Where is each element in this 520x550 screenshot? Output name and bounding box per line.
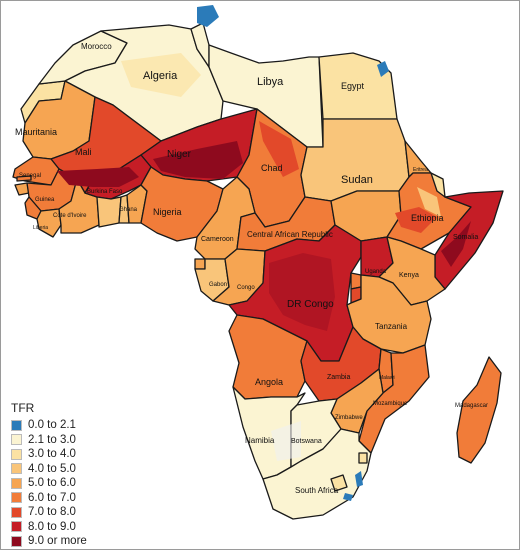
legend-item: 7.0 to 8.0 — [11, 505, 87, 520]
label-mauritania: Mauritania — [15, 127, 57, 137]
country-swaziland — [358, 452, 368, 464]
legend-item: 0.0 to 2.1 — [11, 418, 87, 433]
label-namibia: Namibia — [245, 436, 275, 445]
label-cote-divoire: Cote d'Ivoire — [53, 213, 87, 219]
country-ghana — [96, 196, 122, 228]
legend-swatch — [11, 535, 22, 547]
country-madagascar — [456, 356, 502, 464]
legend-item: 2.1 to 3.0 — [11, 433, 87, 448]
legend-label: 0.0 to 2.1 — [28, 419, 76, 432]
legend-swatch — [11, 521, 22, 533]
country-equatorial-guinea — [194, 258, 206, 270]
country-rwanda — [350, 272, 362, 290]
legend-label: 5.0 to 6.0 — [28, 477, 76, 490]
label-liberia: Liberia — [33, 225, 48, 231]
label-tanzania: Tanzania — [375, 322, 408, 331]
legend-item: 4.0 to 5.0 — [11, 462, 87, 477]
label-dr-congo: DR Congo — [287, 299, 334, 310]
label-algeria: Algeria — [143, 70, 178, 82]
country-sierra-leone — [24, 196, 42, 220]
label-zambia: Zambia — [327, 374, 350, 381]
country-gambia — [16, 175, 32, 182]
legend-swatch — [11, 477, 22, 489]
legend-swatch — [11, 434, 22, 446]
legend-swatch — [11, 448, 22, 460]
country-lesotho — [330, 474, 348, 492]
label-sudan: Sudan — [341, 174, 373, 186]
label-morocco: Morocco — [81, 42, 112, 51]
label-ethiopia: Ethiopia — [411, 213, 444, 223]
label-kenya: Kenya — [399, 272, 419, 279]
label-eritrea: Eritrea — [413, 167, 428, 173]
legend-item: 9.0 or more — [11, 534, 87, 549]
legend-label: 7.0 to 8.0 — [28, 506, 76, 519]
label-libya: Libya — [257, 76, 284, 88]
country-kenya — [378, 236, 446, 306]
legend-swatch — [11, 506, 22, 518]
label-guinea: Guinea — [35, 197, 55, 203]
label-burkina-faso: Burkina Faso — [87, 189, 123, 195]
label-mali: Mali — [75, 147, 92, 157]
legend-title: TFR — [11, 401, 35, 415]
legend-item: 3.0 to 4.0 — [11, 447, 87, 462]
legend-label: 3.0 to 4.0 — [28, 448, 76, 461]
label-ghana: Ghana — [119, 207, 138, 213]
legend-item: 6.0 to 7.0 — [11, 491, 87, 506]
label-botswana: Botswana — [291, 438, 322, 445]
legend-items: 0.0 to 2.1 2.1 to 3.0 3.0 to 4.0 4.0 to … — [11, 418, 87, 549]
legend-swatch — [11, 419, 22, 431]
legend-label: 8.0 to 9.0 — [28, 520, 76, 533]
label-zimbabwe: Zimbabwe — [335, 415, 363, 421]
legend-label: 4.0 to 5.0 — [28, 462, 76, 475]
legend-swatch — [11, 463, 22, 475]
label-south-africa: South Africa — [295, 486, 339, 495]
legend-label: 9.0 or more — [28, 535, 87, 548]
label-congo: Congo — [237, 285, 255, 291]
legend-item: 5.0 to 6.0 — [11, 476, 87, 491]
legend: TFR 0.0 to 2.1 2.1 to 3.0 3.0 to 4.0 4.0… — [11, 401, 87, 549]
label-angola: Angola — [255, 377, 283, 387]
label-somalia: Somalia — [453, 234, 478, 241]
label-egypt: Egypt — [341, 81, 365, 91]
label-cameroon: Cameroon — [201, 236, 234, 243]
label-malawi: Malawi — [379, 375, 395, 381]
label-central-african-republic: Central African Republic — [247, 230, 333, 239]
label-nigeria: Nigeria — [153, 207, 182, 217]
label-madagascar: Madagascar — [455, 403, 488, 409]
label-niger: Niger — [167, 149, 192, 160]
label-senegal: Senegal — [19, 173, 41, 179]
legend-item: 8.0 to 9.0 — [11, 520, 87, 535]
label-chad: Chad — [261, 163, 283, 173]
legend-swatch — [11, 492, 22, 504]
legend-label: 6.0 to 7.0 — [28, 491, 76, 504]
legend-label: 2.1 to 3.0 — [28, 433, 76, 446]
label-uganda: Uganda — [365, 269, 387, 275]
country-mozambique — [358, 344, 430, 454]
label-gabon: Gabon — [209, 282, 227, 288]
label-mozambique: Mozambique — [373, 401, 408, 407]
country-labels: Morocco Algeria Libya Egypt Mauritania M… — [15, 42, 488, 495]
